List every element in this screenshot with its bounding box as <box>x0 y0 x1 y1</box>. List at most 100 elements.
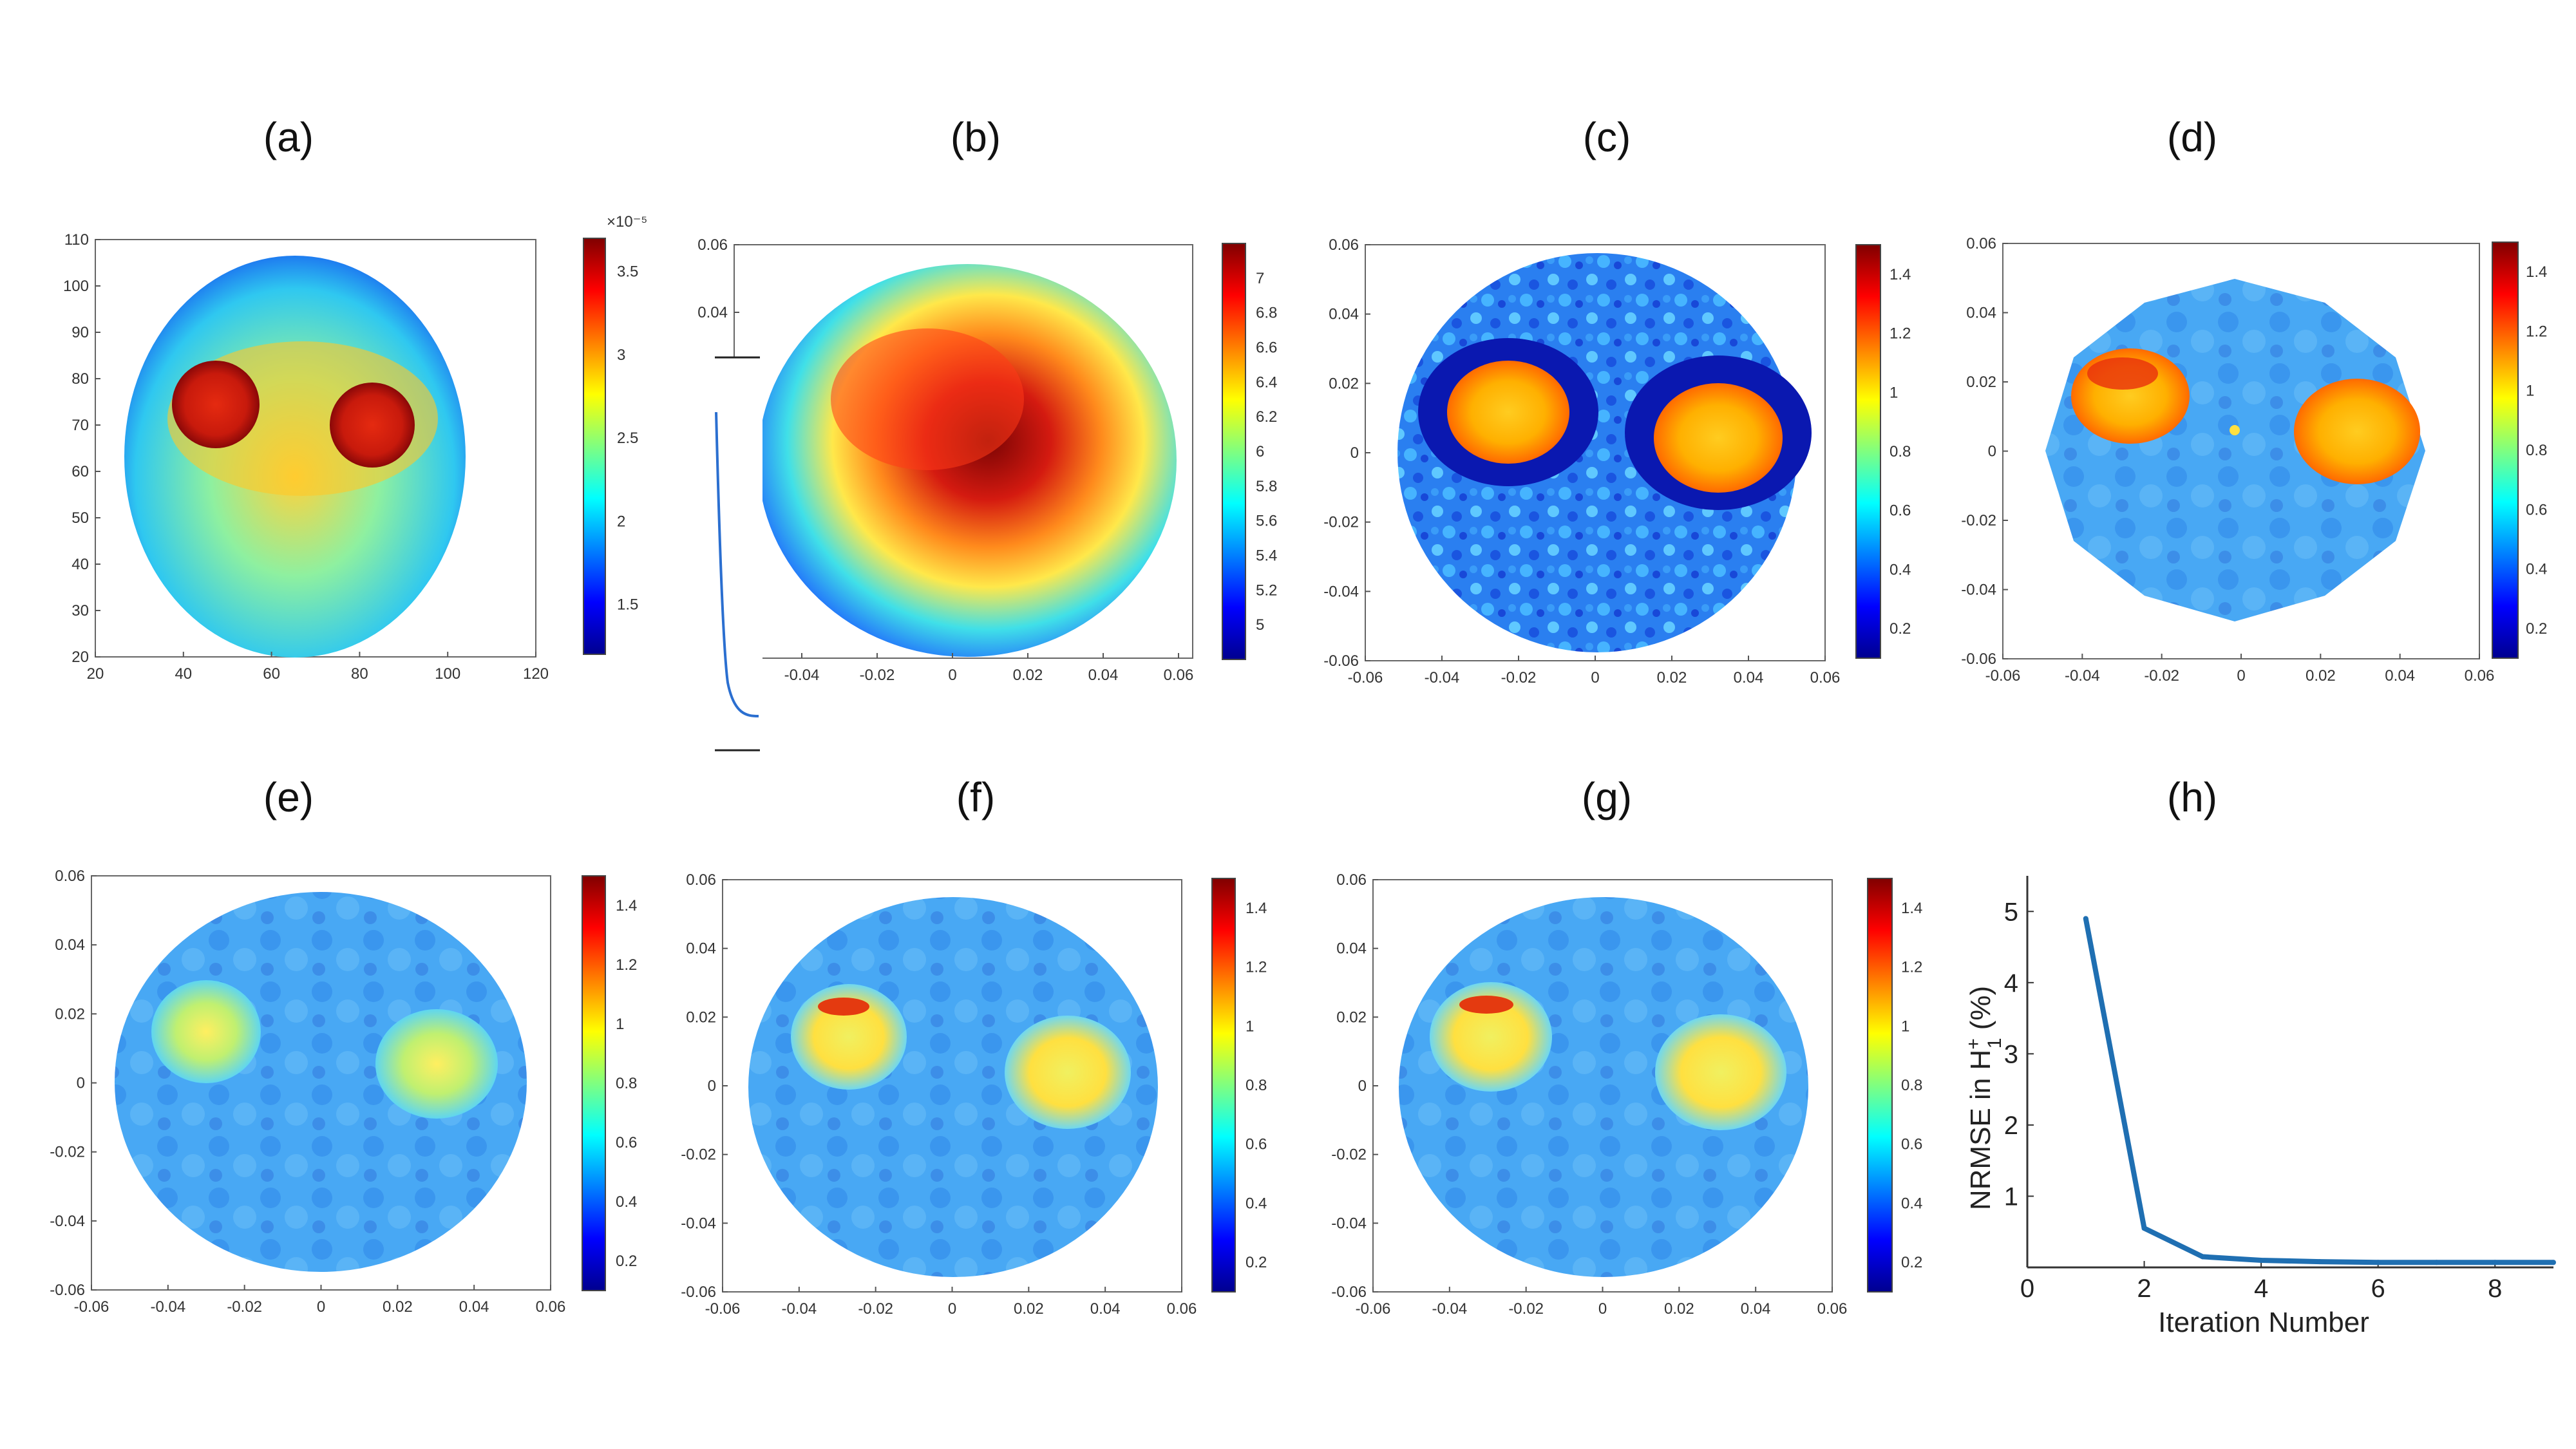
x-tick-label: -0.02 <box>858 1300 893 1318</box>
y-tick-label: 0 <box>1350 444 1359 462</box>
colorbar-f <box>1211 878 1236 1293</box>
colorbar-tick-label: 1 <box>1901 1018 1909 1035</box>
y-tick-label: 60 <box>71 463 89 480</box>
heatmap-f <box>748 897 1158 1277</box>
colorbar-tick-label: 3.5 <box>617 263 638 281</box>
y-tick-label: 0.04 <box>1966 305 1996 322</box>
x-tick-label: -0.04 <box>150 1298 185 1316</box>
x-tick-label: 0 <box>948 1300 956 1318</box>
colorbar-tick-label: 6 <box>1256 443 1264 460</box>
nrmse-point <box>2551 1260 2556 1265</box>
colorbar-tick-label: 1.5 <box>617 596 638 613</box>
h-x-tick-label: 4 <box>2254 1274 2268 1303</box>
colorbar-tick-label: 3 <box>617 346 625 364</box>
h-y-tick-label: 5 <box>2004 898 2018 926</box>
colorbar-tick-label: 1.2 <box>616 956 637 974</box>
x-tick-label: 0.04 <box>1088 667 1119 684</box>
x-tick-label: -0.02 <box>1501 669 1537 687</box>
panel-a: 20 40 60 80 100 120 20 30 40 50 60 70 80 90 100 110 1.5 2… <box>63 213 647 683</box>
colorbar-tick-label: 0.2 <box>1245 1254 1267 1271</box>
nrmse-point <box>2316 1259 2322 1265</box>
y-tick-label: -0.04 <box>1323 583 1359 600</box>
nrmse-point <box>2492 1260 2498 1265</box>
colorbar-tick-label: 1.2 <box>1889 325 1911 343</box>
x-tick-label: 0.02 <box>1657 669 1687 687</box>
x-tick-label: 0.02 <box>383 1298 413 1316</box>
colorbar-tick-label: 6.8 <box>1256 305 1277 322</box>
colorbar-tick-label: 1.2 <box>1245 959 1267 976</box>
colorbar-tick-label: 0.8 <box>1889 443 1911 460</box>
colorbar-tick-label: 1.2 <box>1901 959 1922 976</box>
h-y-tick-label: 4 <box>2004 969 2018 998</box>
x-tick-label: 0 <box>1591 669 1599 687</box>
y-tick-label: 0.06 <box>686 871 716 889</box>
y-tick-label: -0.04 <box>681 1215 716 1232</box>
y-tick-label: 0 <box>77 1075 85 1092</box>
colorbar-tick-label: 1.4 <box>2526 263 2547 281</box>
y-tick-label: 0.04 <box>1336 940 1367 958</box>
y-tick-label: 0.06 <box>1329 236 1359 254</box>
panel-label-h: (h) <box>2167 774 2217 820</box>
panel-h: 0 2 4 6 8 1 2 3 4 5 Iteration Number NRMSE in H+1… <box>1963 876 2556 1338</box>
nrmse-point <box>2434 1260 2439 1265</box>
colorbar-tick-label: 6.2 <box>1256 408 1277 426</box>
y-tick-label: -0.06 <box>1323 652 1359 670</box>
x-tick-label: 100 <box>435 665 460 683</box>
colorbar-exponent: ×10⁻⁵ <box>607 213 647 231</box>
colorbar-tick-label: 1.4 <box>616 897 637 914</box>
y-tick-label: -0.06 <box>1961 650 1996 668</box>
y-tick-label: 80 <box>71 370 89 388</box>
x-tick-label: 20 <box>87 665 104 683</box>
nrmse-line <box>2083 918 2553 1265</box>
colorbar-tick-label: 0.4 <box>1889 561 1911 578</box>
nrmse-point <box>2375 1260 2381 1265</box>
h-x-tick-label: 2 <box>2137 1274 2151 1303</box>
x-tick-label: 0.04 <box>1090 1300 1121 1318</box>
colorbar-tick-label: 7 <box>1256 270 1264 287</box>
panel-label-g: (g) <box>1582 774 1632 820</box>
y-tick-label: -0.06 <box>681 1283 716 1301</box>
colorbar-tick-label: 5.8 <box>1256 478 1277 495</box>
heatmap-c <box>1397 253 1812 652</box>
panel-b: -0.04 -0.02 0 0.02 0.04 0.06 0.04 0.06 5 5.2 5.4 5.… <box>697 236 1277 757</box>
panel-label-f: (f) <box>956 774 995 820</box>
x-tick-label: 0.04 <box>1734 669 1764 687</box>
y-tick-label: -0.04 <box>50 1213 85 1230</box>
x-tick-label: 0.06 <box>536 1298 566 1316</box>
x-tick-label: 0.04 <box>1741 1300 1771 1318</box>
x-tick-label: 0.06 <box>1810 669 1841 687</box>
inclusion-right <box>330 383 415 468</box>
x-tick-label: -0.04 <box>781 1300 817 1318</box>
x-tick-label: 0 <box>948 667 956 684</box>
x-tick-label: 80 <box>351 665 368 683</box>
colorbar-tick-label: 1 <box>1889 384 1898 401</box>
y-tick-label: 50 <box>71 509 89 527</box>
colorbar-tick-label: 0.8 <box>1245 1077 1267 1094</box>
panel-f: -0.06 -0.04 -0.02 0 0.02 0.04 0.06 -0.06 -0.04 -0… <box>681 871 1267 1318</box>
x-tick-label: -0.04 <box>1425 669 1460 687</box>
colorbar-b <box>1222 243 1246 660</box>
colorbar-a: ×10⁻⁵ <box>583 213 647 655</box>
panel-c: -0.06 -0.04 -0.02 0 0.02 0.04 0.06 -0.06 -0.04 -0… <box>1323 236 1911 687</box>
h-xlabel: Iteration Number <box>2158 1307 2369 1338</box>
colorbar-tick-label: 6.6 <box>1256 339 1277 357</box>
y-tick-label: 0.02 <box>1336 1009 1367 1026</box>
x-tick-label: 0.06 <box>1167 1300 1197 1318</box>
colorbar-tick-label: 5 <box>1256 616 1264 634</box>
x-tick-label: 0.02 <box>2306 667 2336 685</box>
colorbar-tick-label: 5.6 <box>1256 513 1277 530</box>
x-tick-label: 0.06 <box>1817 1300 1848 1318</box>
colorbar-tick-label: 1.4 <box>1245 900 1267 917</box>
panel-label-e: (e) <box>263 774 314 820</box>
x-tick-label: 0 <box>317 1298 325 1316</box>
nrmse-point <box>2141 1226 2147 1231</box>
colorbar-tick-label: 1 <box>616 1016 624 1033</box>
panel-label-d: (d) <box>2167 114 2217 160</box>
inclusion-left <box>172 361 260 448</box>
colorbar-d <box>2492 242 2519 659</box>
x-tick-label: 60 <box>263 665 280 683</box>
colorbar-tick-label: 0.4 <box>616 1193 637 1211</box>
y-tick-label: 30 <box>71 602 89 620</box>
x-tick-label: -0.02 <box>860 667 895 684</box>
x-tick-label: -0.06 <box>74 1298 109 1316</box>
